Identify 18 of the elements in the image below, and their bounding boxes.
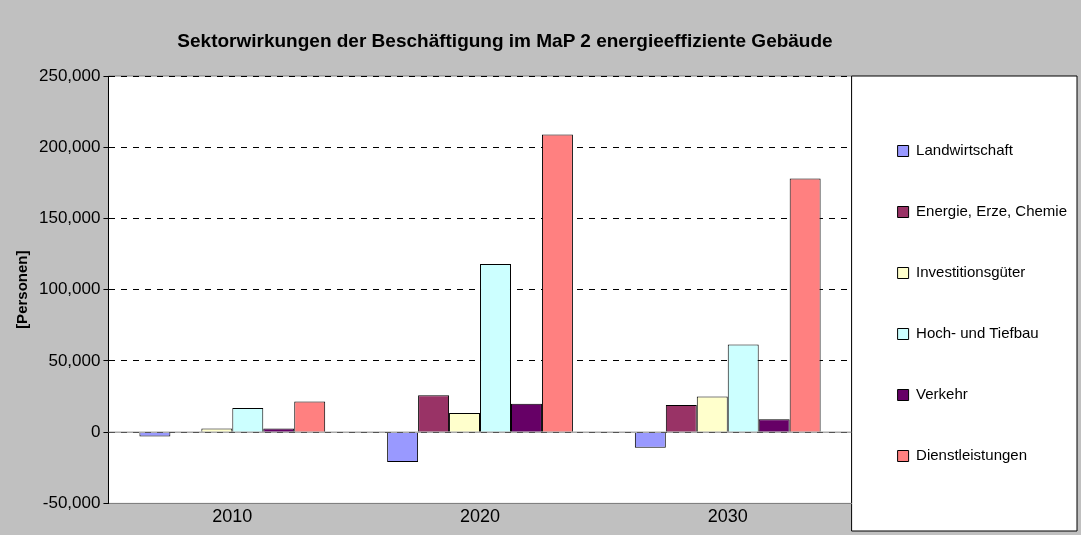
x-tick-label: 2010: [212, 506, 253, 527]
y-tick-label: 100,000: [39, 279, 101, 299]
y-tick-label: 250,000: [39, 65, 101, 85]
legend-label: Energie, Erze, Chemie: [916, 202, 1068, 220]
y-axis-title: [Personen]: [13, 250, 31, 329]
chart-title: Sektorwirkungen der Beschäftigung im MaP 2 energieeffiziente Gebäude: [176, 30, 834, 52]
y-tick-label: 50,000: [48, 350, 101, 370]
legend-label: Landwirtschaft: [916, 141, 1014, 159]
x-tick-label: 2030: [707, 506, 748, 527]
legend-label: Hoch- und Tiefbau: [916, 324, 1039, 342]
legend-label: Dienstleistungen: [916, 446, 1028, 464]
y-tick-label: 0: [90, 421, 101, 441]
legend-label: Verkehr: [916, 385, 968, 403]
x-tick-label: 2020: [460, 506, 501, 527]
y-tick-label: 200,000: [39, 136, 101, 156]
y-tick-label: 150,000: [39, 208, 101, 228]
y-tick-label: -50,000: [42, 493, 101, 513]
legend-label: Investitionsgüter: [916, 263, 1026, 281]
